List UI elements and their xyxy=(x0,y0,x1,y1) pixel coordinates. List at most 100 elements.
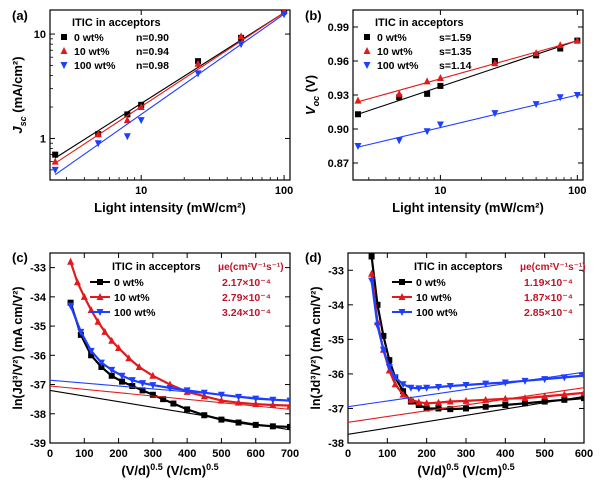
data-point xyxy=(423,77,431,85)
y-tick-label: -38 xyxy=(30,409,46,421)
data-point xyxy=(560,390,568,398)
series-1 xyxy=(52,10,288,159)
data-point xyxy=(561,396,568,403)
data-point xyxy=(482,395,490,403)
data-point xyxy=(462,381,470,389)
data-point xyxy=(98,364,105,370)
data-point xyxy=(380,332,387,339)
data-point xyxy=(580,388,584,396)
y-tick-label: -36 xyxy=(30,350,46,362)
x-axis-label-sup: 0.5 xyxy=(150,462,163,472)
data-point xyxy=(423,128,431,136)
data-point xyxy=(395,137,403,145)
fit-line xyxy=(50,385,290,410)
x-tick-label: 300 xyxy=(144,448,162,460)
data-point xyxy=(286,397,290,405)
data-point xyxy=(580,372,584,380)
data-point xyxy=(118,372,126,380)
x-tick-label: 700 xyxy=(281,448,299,460)
data-point xyxy=(521,394,529,402)
data-point xyxy=(149,391,156,398)
data-point xyxy=(423,384,431,392)
data-point xyxy=(137,117,145,125)
y-axis-label: ln(Jd³/V²) (mA cm/V²) xyxy=(11,286,25,409)
data-point xyxy=(94,317,102,325)
data-point xyxy=(51,157,59,165)
data-point xyxy=(108,336,116,344)
legend-marker xyxy=(96,309,104,316)
data-point xyxy=(166,385,174,393)
y-tick-label: 10 xyxy=(34,29,46,41)
data-point xyxy=(368,269,376,277)
x-axis-label-sup: 0.5 xyxy=(502,462,515,472)
data-point xyxy=(287,423,290,430)
legend-label: 10 wt% xyxy=(114,292,150,304)
legend-label: 100 wt% xyxy=(377,60,419,72)
data-point xyxy=(391,380,399,388)
data-point xyxy=(129,383,136,389)
data-point xyxy=(415,385,423,393)
data-point xyxy=(424,90,431,97)
data-point xyxy=(541,376,549,384)
legend-stat: s=1.59 xyxy=(439,32,472,44)
series-line xyxy=(370,256,584,411)
data-point xyxy=(541,392,549,400)
legend-marker xyxy=(96,293,104,300)
data-point xyxy=(80,292,88,300)
data-point xyxy=(170,400,177,407)
legend-stat: n=0.94 xyxy=(136,46,169,58)
panel-label: (c) xyxy=(12,250,28,265)
legend-label: 10 wt% xyxy=(416,292,452,304)
y-tick-label: -34 xyxy=(30,292,47,304)
legend-marker xyxy=(398,293,406,300)
data-point xyxy=(149,371,157,379)
data-point xyxy=(386,357,393,364)
data-point xyxy=(399,381,407,389)
data-point xyxy=(396,94,403,101)
data-point xyxy=(183,387,191,395)
legend-marker xyxy=(60,47,68,54)
x-tick-label: 10 xyxy=(135,185,147,197)
plot-area xyxy=(354,36,581,150)
data-point xyxy=(532,49,540,57)
x-axis-label-sup: 0.5 xyxy=(206,462,219,472)
y-axis-label-main: J xyxy=(10,126,25,134)
x-axis-label-part: (V/cm) xyxy=(459,463,502,478)
x-tick-label: 10 xyxy=(434,185,446,197)
x-tick-label: 500 xyxy=(535,448,553,460)
data-point xyxy=(446,397,454,405)
legend-label: 100 wt% xyxy=(416,307,458,319)
y-axis-label: ln(Jd³/V²) (mA cm/V²) xyxy=(309,286,323,409)
data-point xyxy=(87,347,95,355)
legend-label: 0 wt% xyxy=(377,32,407,44)
data-point xyxy=(137,103,145,111)
data-point xyxy=(407,395,415,403)
y-tick-label: 1 xyxy=(40,133,46,145)
legend-marker xyxy=(364,34,370,40)
data-point xyxy=(200,389,208,397)
data-point xyxy=(502,402,509,408)
legend-label: 100 wt% xyxy=(114,307,156,319)
legend-marker xyxy=(97,279,103,285)
mobility-value: 2.17×10⁻⁴ xyxy=(222,277,271,289)
data-point xyxy=(94,130,102,138)
data-point xyxy=(119,378,125,385)
data-point xyxy=(434,384,442,392)
mobility-header: μe(cm²V⁻¹s⁻¹) xyxy=(218,262,284,273)
data-point xyxy=(235,398,243,406)
panel-label: (b) xyxy=(305,8,322,23)
mobility-header: μe(cm²V⁻¹s⁻¹) xyxy=(520,262,586,273)
fit-line xyxy=(348,387,584,423)
data-point xyxy=(491,59,499,67)
x-tick-label: 0 xyxy=(47,448,53,460)
data-point xyxy=(407,384,415,392)
x-axis-label-part: (V/cm) xyxy=(163,463,206,478)
x-tick-label: 0 xyxy=(345,448,351,460)
y-tick-label: -33 xyxy=(328,265,344,277)
panel-label: (a) xyxy=(12,8,28,23)
mobility-value: 3.24×10⁻⁴ xyxy=(222,307,271,319)
data-point xyxy=(560,374,568,382)
series-1 xyxy=(50,299,290,431)
data-point xyxy=(201,412,208,419)
panel-2: (b) 10 100 0.87 0.90 0.93 0.96 0.99 Light intens… xyxy=(303,8,587,215)
